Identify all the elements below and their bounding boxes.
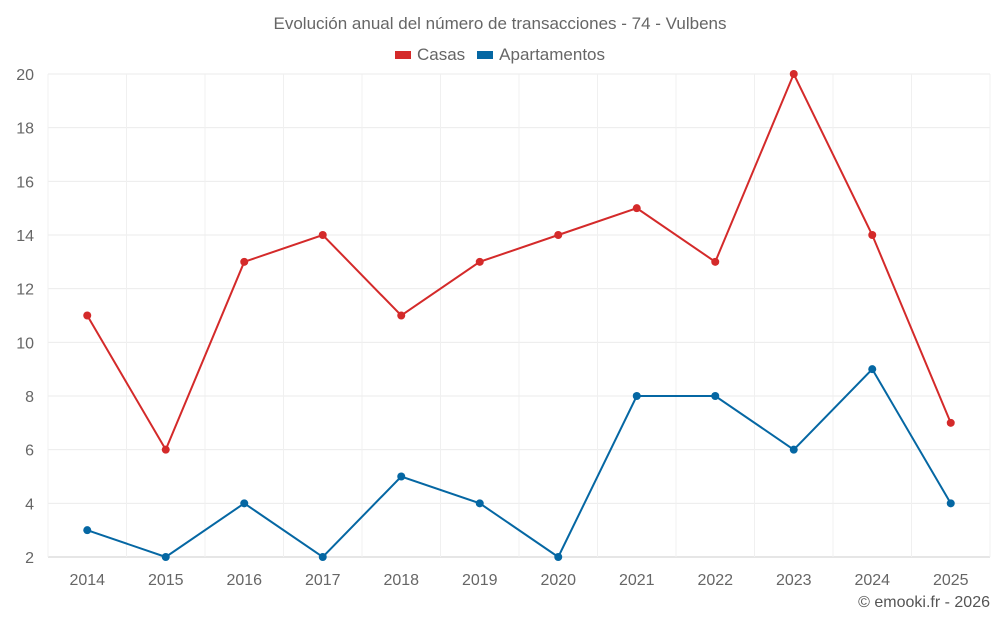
data-point-casas	[946, 418, 955, 427]
data-point-apartamentos	[711, 392, 720, 400]
y-tick-label: 10	[16, 335, 34, 352]
x-tick-label: 2018	[383, 572, 419, 589]
data-point-casas	[318, 231, 327, 239]
data-point-casas	[632, 204, 641, 213]
legend-swatch-casas	[394, 51, 411, 59]
y-tick-label: 14	[16, 228, 34, 245]
data-point-apartamentos	[475, 499, 484, 508]
legend-item-apartamentos[interactable]: Apartamentos	[477, 45, 605, 65]
data-point-casas	[161, 445, 170, 454]
x-tick-label: 2017	[305, 572, 341, 589]
x-tick-label: 2023	[776, 572, 812, 589]
x-tick-label: 2021	[619, 572, 655, 589]
legend-item-casas[interactable]: Casas	[394, 45, 466, 65]
x-tick-label: 2020	[540, 572, 576, 589]
data-point-casas	[711, 257, 720, 266]
x-tick-label: 2024	[854, 572, 890, 589]
x-tick-label: 2022	[697, 572, 733, 589]
data-point-apartamentos	[632, 392, 641, 400]
data-point-apartamentos	[554, 553, 563, 561]
data-point-apartamentos	[318, 553, 327, 561]
chart-title: Evolución anual del número de transaccio…	[273, 14, 727, 33]
data-point-apartamentos	[946, 499, 955, 508]
x-tick-label: 2016	[226, 572, 262, 589]
y-tick-label: 20	[16, 67, 34, 84]
x-tick-label: 2014	[69, 572, 105, 589]
x-tick-label: 2019	[462, 572, 498, 589]
series-line-casas	[86, 71, 952, 452]
data-point-casas	[789, 70, 798, 78]
x-tick-label: 2025	[933, 572, 969, 589]
credit: © emooki.fr - 2026	[858, 594, 990, 611]
data-point-casas	[397, 311, 406, 320]
legend-swatch-apartamentos	[477, 51, 494, 59]
data-point-casas	[868, 231, 877, 239]
legend-label-apartamentos: Apartamentos	[499, 45, 606, 64]
y-tick-label: 8	[25, 389, 34, 406]
y-tick-label: 2	[25, 550, 34, 567]
data-point-casas	[475, 257, 484, 266]
y-tick-label: 18	[16, 121, 34, 138]
legend-label-casas: Casas	[416, 45, 466, 64]
y-tick-label: 16	[16, 174, 34, 191]
y-tick-label: 4	[25, 496, 34, 513]
data-point-casas	[240, 257, 249, 266]
y-tick-label: 6	[25, 443, 34, 460]
data-point-casas	[554, 231, 563, 239]
data-point-apartamentos	[868, 365, 877, 374]
data-point-casas	[83, 311, 92, 320]
data-point-apartamentos	[83, 526, 92, 535]
data-point-apartamentos	[789, 445, 798, 454]
x-tick-label: 2015	[148, 572, 184, 589]
series-line-apartamentos	[86, 367, 952, 559]
data-point-apartamentos	[240, 499, 249, 508]
data-point-apartamentos	[397, 472, 406, 481]
legend: Casas Apartamentos	[0, 45, 1000, 65]
data-point-apartamentos	[161, 553, 170, 561]
y-tick-label: 12	[16, 282, 34, 299]
